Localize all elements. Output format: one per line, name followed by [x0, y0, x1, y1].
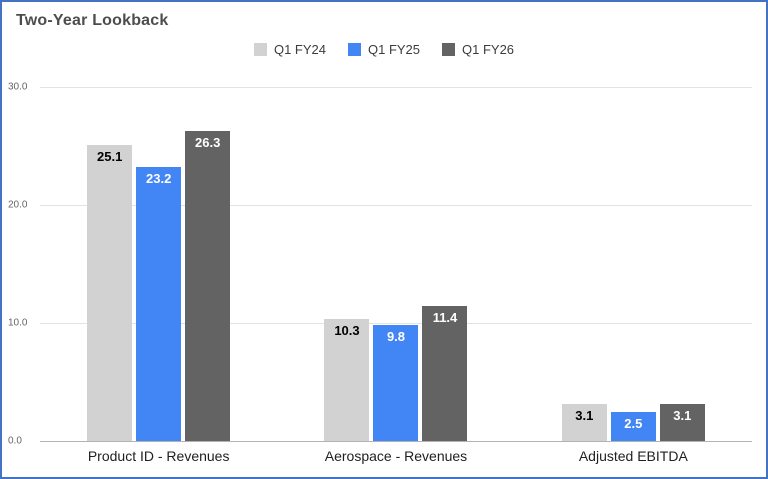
bar: 11.4	[422, 306, 468, 441]
legend-item: Q1 FY25	[347, 42, 421, 57]
bar-value-label: 26.3	[195, 134, 221, 150]
bar-value-label: 3.1	[575, 408, 594, 424]
gridline	[40, 205, 752, 206]
x-axis-baseline	[40, 441, 752, 442]
gridline	[40, 323, 752, 324]
bar-group: 3.1 2.5 3.1 Adjusted EBITDA	[561, 87, 705, 464]
legend: Q1 FY24 Q1 FY25 Q1 FY26	[2, 42, 766, 57]
bar: 3.1	[561, 404, 607, 441]
bar: 3.1	[659, 404, 705, 441]
bar-group: 25.1 23.2 26.3 Product ID - Revenues	[87, 87, 231, 464]
bar-value-label: 9.8	[386, 329, 406, 345]
plot-area: 30.0 20.0 10.0 0.0 25.1 23.2 26.3 Product ID - …	[8, 82, 752, 464]
category-label: Adjusted EBITDA	[578, 448, 688, 464]
bar: 26.3	[185, 130, 231, 441]
y-axis-tick-label: 20.0	[8, 199, 28, 211]
legend-label: Q1 FY24	[273, 42, 326, 57]
bar-group: 10.3 9.8 11.4 Aerospace - Revenues	[324, 87, 468, 464]
y-axis-tick-label: 0.0	[8, 435, 22, 447]
bar-value-label: 23.2	[146, 171, 172, 187]
y-axis-tick-label: 30.0	[8, 81, 28, 93]
bar: 10.3	[324, 319, 370, 441]
legend-swatch	[442, 43, 456, 56]
legend-swatch	[347, 43, 361, 56]
bar-value-label: 25.1	[97, 148, 123, 164]
legend-item: Q1 FY24	[253, 42, 326, 57]
bar-value-label: 11.4	[432, 310, 458, 326]
bar-value-label: 10.3	[334, 323, 360, 339]
legend-label: Q1 FY25	[367, 42, 421, 57]
legend-item: Q1 FY26	[442, 42, 514, 57]
category-label: Product ID - Revenues	[87, 448, 230, 464]
bar-value-label: 2.5	[624, 415, 643, 431]
chart-title: Two-Year Lookback	[16, 12, 169, 29]
bar-value-label: 3.1	[673, 408, 692, 424]
category-label: Aerospace - Revenues	[324, 448, 468, 464]
bar: 23.2	[136, 167, 182, 441]
bar: 25.1	[87, 144, 133, 441]
gridline	[40, 87, 752, 88]
bar: 2.5	[610, 411, 656, 441]
legend-label: Q1 FY26	[462, 42, 515, 57]
y-axis-tick-label: 10.0	[8, 317, 28, 329]
bar: 9.8	[373, 325, 419, 441]
legend-swatch	[253, 43, 267, 56]
